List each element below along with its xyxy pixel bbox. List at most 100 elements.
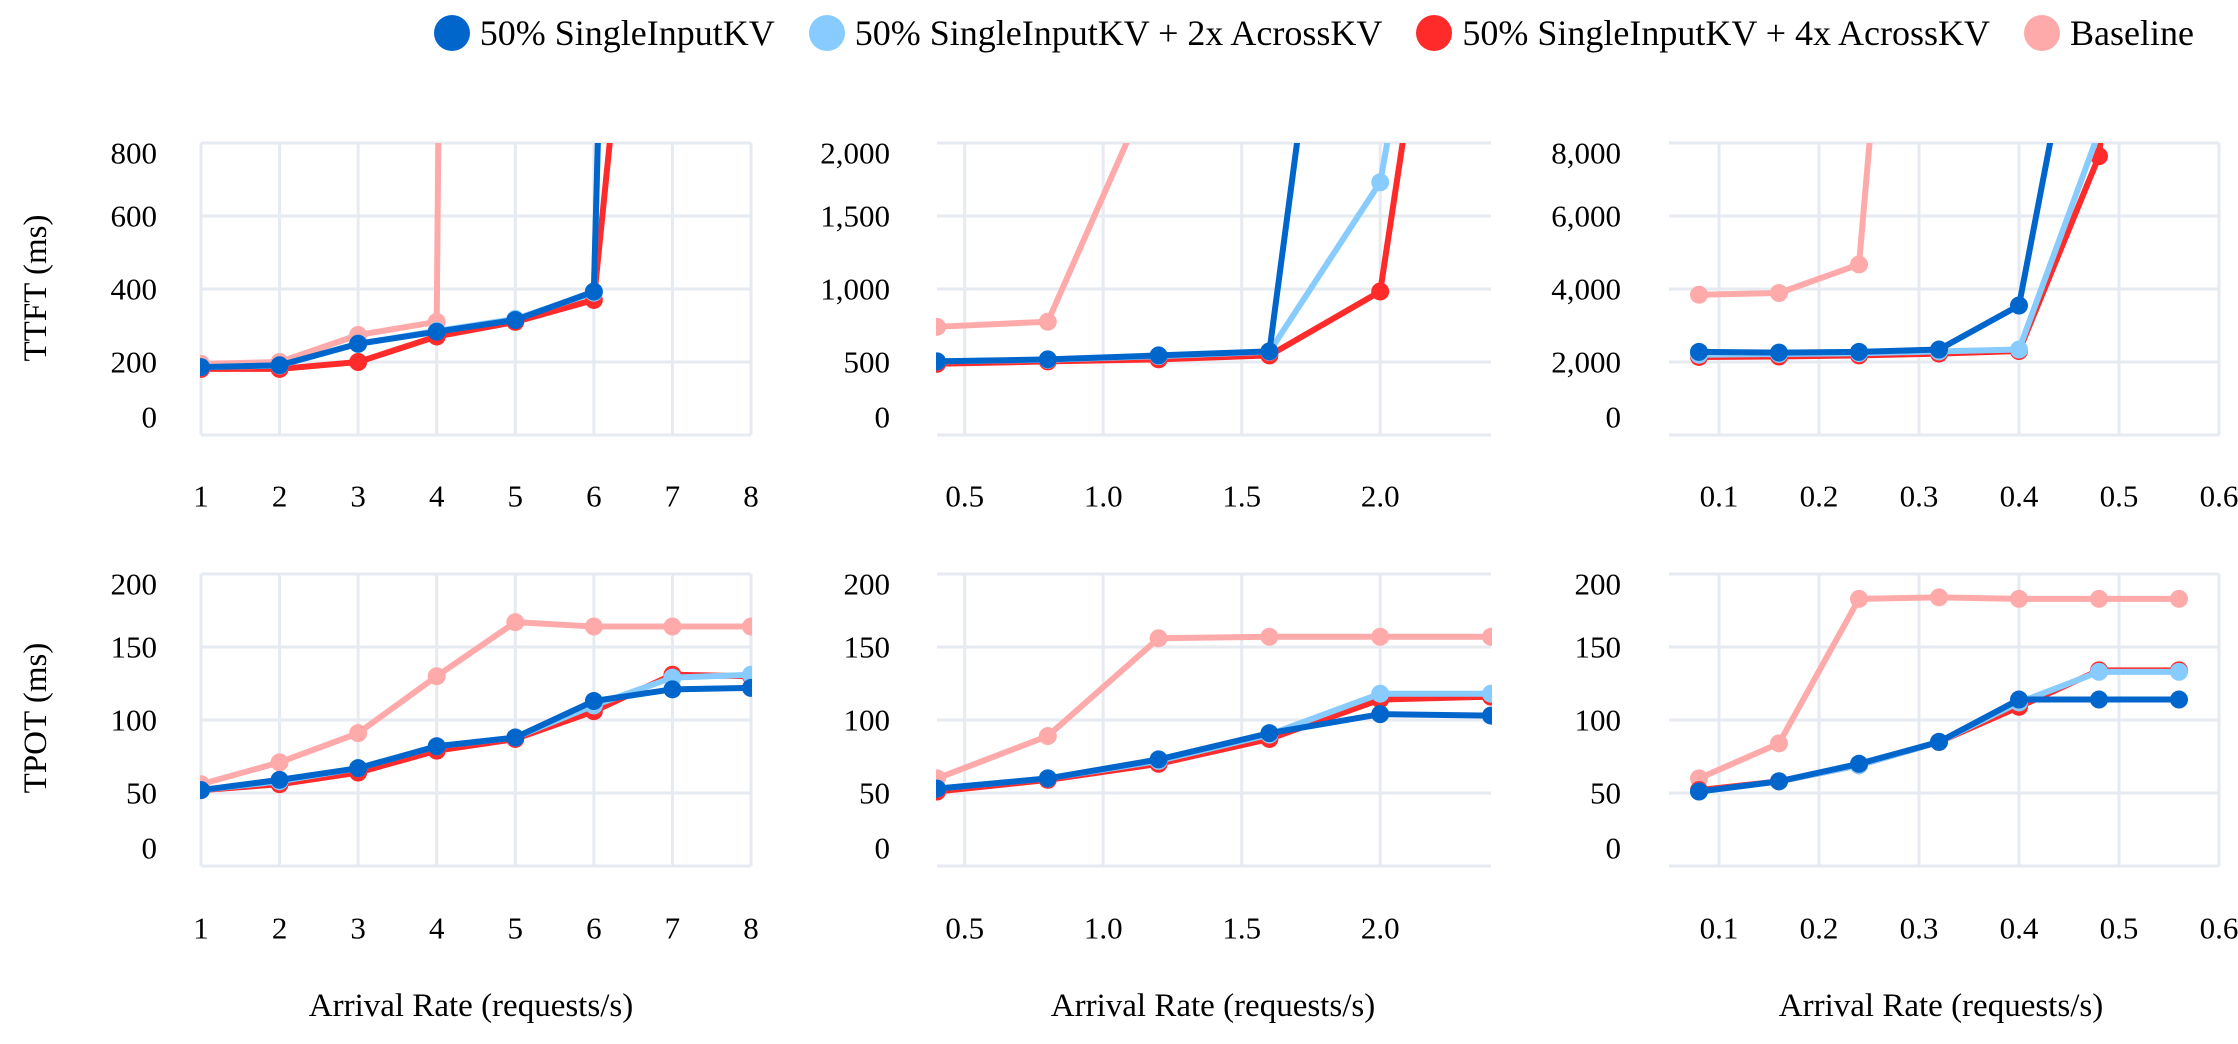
x-axis-title: Arrival Rate (requests/s) [1779,988,2103,1024]
x-tick-label: 0.4 [2000,911,2039,946]
series-layer [936,143,1406,373]
x-tick-label: 6 [586,911,602,946]
data-point [1770,343,1788,362]
series-line [936,143,1301,365]
data-point [427,737,446,756]
x-tick-label: 4 [429,911,445,946]
x-tick-label: 0.4 [2000,479,2039,514]
y-tick-label: 500 [844,345,891,380]
series-line [1698,143,2104,360]
data-point [584,617,603,636]
data-point [1930,340,1948,359]
y-tick-label: 200 [111,345,158,380]
x-tick-label: 0.2 [1800,911,1839,946]
data-point [349,759,368,778]
data-point [1149,346,1168,365]
legend-label: 50% SingleInputKV + 2x AcrossKV [854,13,1383,53]
y-tick-label: 150 [1575,630,1622,665]
series-layer [936,627,1492,801]
legend-item-2x-acrosskv: 50% SingleInputKV + 2x AcrossKV [808,12,1383,54]
legend-marker-icon [808,15,845,51]
x-axis-title: Arrival Rate (requests/s) [1051,988,1375,1024]
x-tick-label: 0.3 [1900,911,1939,946]
x-tick-label: 3 [350,911,366,946]
x-tick-label: 1.0 [1084,479,1123,514]
series-baseline [200,143,446,373]
y-tick-label: 200 [111,567,158,602]
legend-marker-icon [2024,15,2061,51]
data-point [1038,312,1057,331]
series-baseline [1690,143,1873,304]
series-50-singleinputkv [936,705,1492,798]
series-layer [1690,588,2188,801]
legend-item-singleinputkv: 50% SingleInputKV [433,12,775,54]
y-tick-label: 1,000 [820,272,890,307]
x-tick-label: 0.5 [2100,911,2139,946]
data-point [200,781,210,800]
series-layer [1690,143,2108,366]
data-point [1850,255,1868,274]
data-point [2010,340,2028,359]
data-point [2010,296,2028,315]
legend-marker-icon [433,15,470,51]
data-point [742,678,752,697]
y-tick-label: 0 [142,400,158,435]
x-tick-label: 0.2 [1800,479,1839,514]
series-line [1698,667,2179,794]
legend-label: Baseline [2070,13,2194,53]
y-tick-label: 8,000 [1551,136,1621,171]
x-tick-label: 2 [272,911,288,946]
data-point [2170,690,2188,709]
series-50-singleinputkv-2x-acrosskv [936,143,1391,371]
y-tick-label: 50 [859,776,890,811]
data-point [584,282,603,301]
series-baseline [936,627,1492,788]
data-point [1371,627,1390,646]
x-tick-label: 1 [193,911,209,946]
series-baseline [936,143,1130,336]
data-point [427,667,446,686]
series-line [200,684,752,794]
data-point [2090,589,2108,608]
data-point [349,353,368,371]
data-point [1482,627,1492,646]
x-tick-label: 2.0 [1361,479,1400,514]
series-line [1698,143,2099,358]
y-tick-label: 150 [844,630,891,665]
data-point [1038,350,1057,369]
x-tick-label: 6 [586,479,602,514]
y-tick-label: 0 [1606,400,1622,435]
data-point [663,617,682,636]
subplot-5: 0 50 100 150 200 0.5 1.0 1.5 2.0 Arrival Rate (re… [844,567,1492,1024]
x-tick-label: 1 [193,479,209,514]
data-point [1371,173,1390,192]
data-point [1371,684,1390,703]
y-tick-label: 2,000 [820,136,890,171]
y-tick-label: 50 [1590,776,1621,811]
data-point [936,352,946,371]
y-tick-label: 2,000 [1551,345,1621,380]
x-tick-label: 0.1 [1700,479,1739,514]
data-point [349,724,368,743]
x-tick-label: 0.6 [2200,911,2238,946]
y-tick-label: 0 [875,400,891,435]
data-point [1850,589,1868,608]
series-50-singleinputkv [200,143,603,377]
data-point [427,322,446,341]
data-point [1690,342,1708,361]
y-tick-label: 0 [142,831,158,866]
subplot-6: 0 50 100 150 200 0.1 0.2 0.3 0.4 0.5 0.6 Arrival Ra… [1575,567,2238,1025]
y-tick-label: 50 [126,776,157,811]
y-tick-label: 100 [1575,703,1622,738]
y-tick-label: 100 [844,703,891,738]
legend-marker-icon [1416,15,1453,51]
data-point [1371,705,1390,724]
data-point [1770,772,1788,791]
series-layer [200,613,752,800]
x-tick-label: 7 [665,479,681,514]
subplot-2: 0 500 1,000 1,500 2,000 0.5 1.0 1.5 2.0 [820,136,1491,514]
data-point [2010,690,2028,709]
legend-item-baseline: Baseline [2024,12,2194,54]
legend-item-4x-acrosskv: 50% SingleInputKV + 4x AcrossKV [1416,12,1990,54]
